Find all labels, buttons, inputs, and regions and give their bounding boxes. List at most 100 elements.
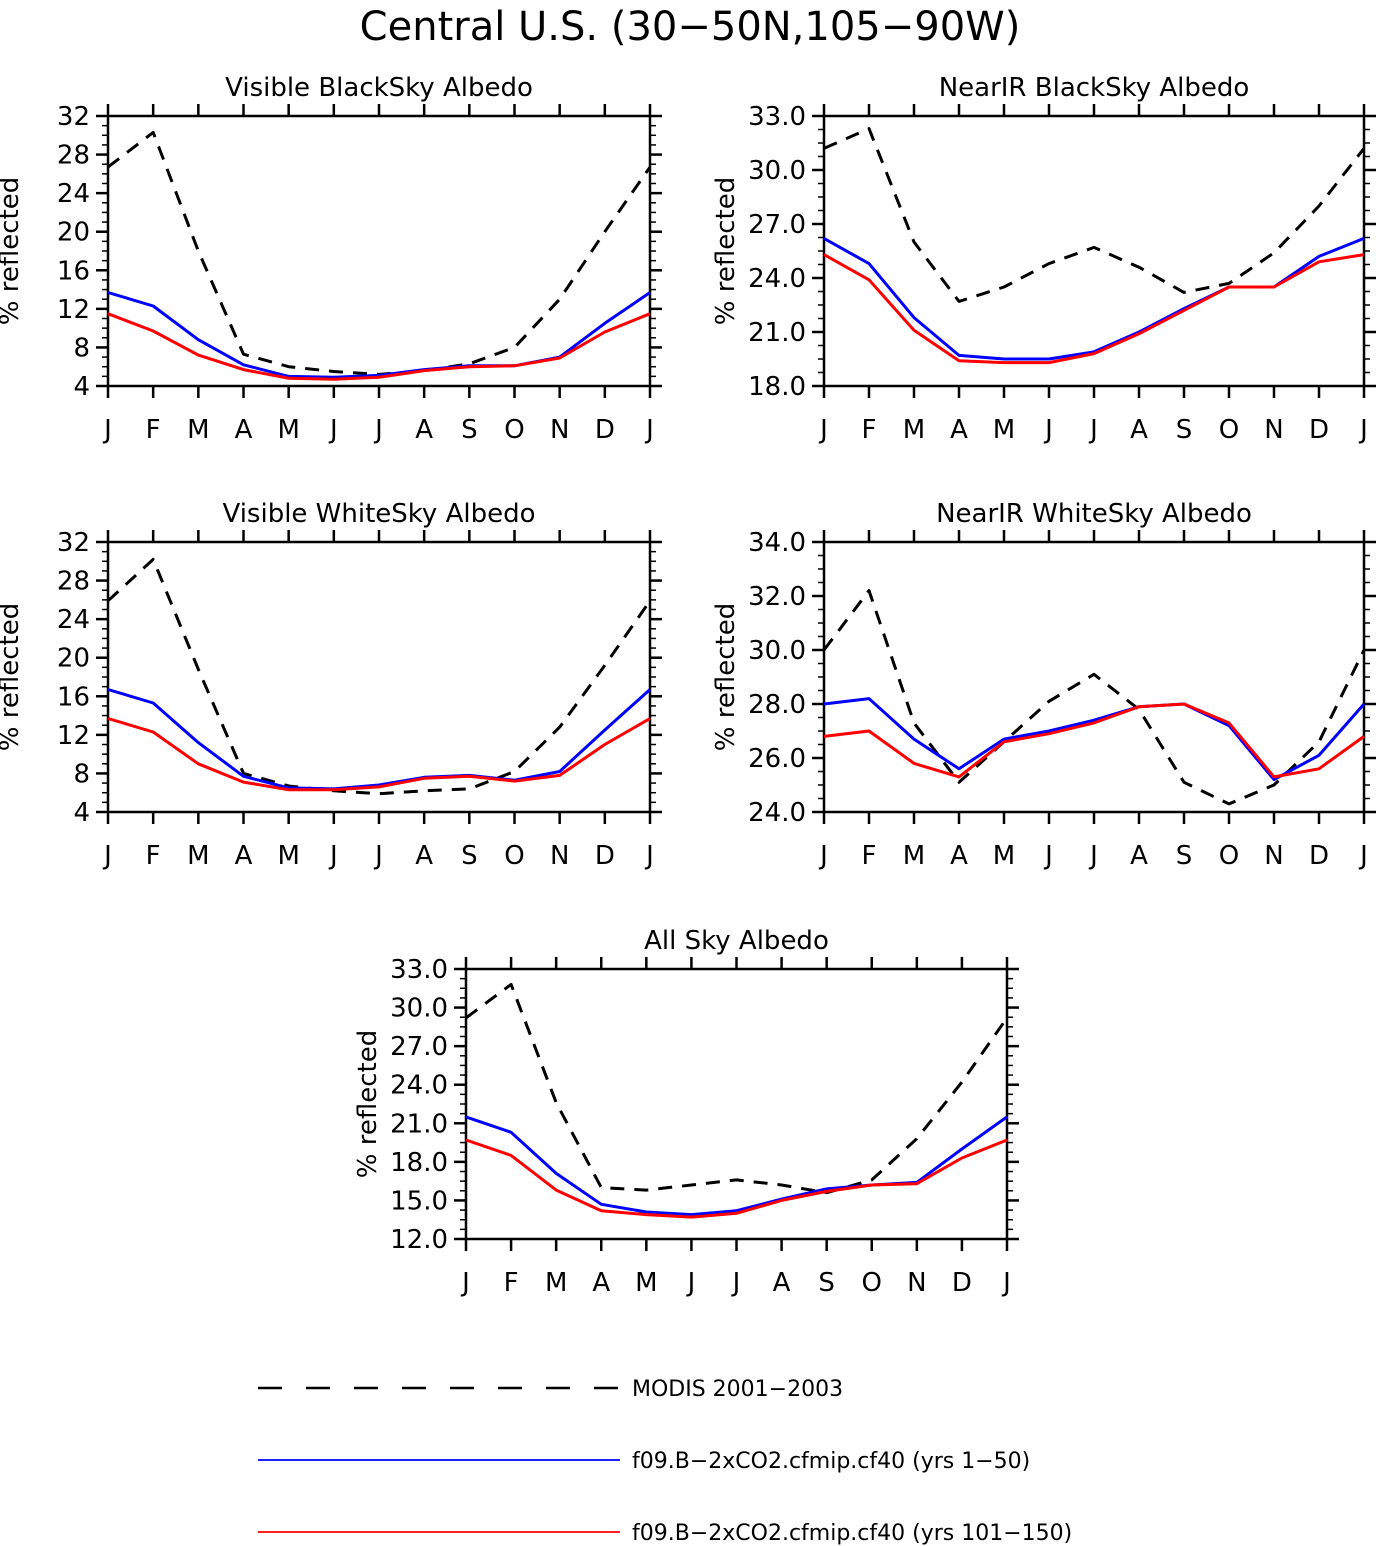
plot-frame [822,114,1366,388]
x-tick-label: M [993,841,1015,871]
y-tick-label: 12 [57,295,90,325]
x-tick-label: O [504,415,524,445]
x-tick-label: D [595,415,615,445]
series-line-run1 [823,697,1366,782]
series-line-run2 [465,1138,1008,1219]
y-tick-label: 28.0 [748,690,806,720]
x-tick-label: O [1219,415,1239,445]
series-line-run1 [107,291,651,379]
x-tick-label: J [644,415,654,445]
series-line-modis [465,982,1009,1195]
x-tick-label: A [235,415,253,445]
x-tick-label: J [373,415,383,445]
y-axis-label: % reflected [711,603,741,751]
y-tick-label: 16 [57,682,90,712]
x-tick-label: A [235,841,253,871]
y-tick-label: 24.0 [390,1071,448,1101]
x-tick-label: J [1043,415,1053,445]
series-line-run1 [823,237,1365,361]
x-tick-label: A [1130,841,1148,871]
x-tick-label: M [635,1268,657,1298]
x-tick-label: M [903,415,925,445]
x-tick-label: M [903,841,925,871]
panel-title: NearIR BlackSky Albedo [939,73,1250,103]
y-tick-label: 15.0 [390,1186,448,1216]
series-line-modis [106,557,652,796]
x-tick-label: S [461,415,478,445]
panel-title: Visible BlackSky Albedo [225,73,533,103]
x-tick-label: N [550,415,569,445]
x-tick-label: O [504,841,524,871]
legend-item-2: f09.B−2xCO2.cfmip.cf40 (yrs 1−50) [258,1449,1030,1474]
x-tick-label: A [592,1268,610,1298]
plot-frame [822,540,1366,814]
x-tick-label: A [950,415,968,445]
y-tick-label: 18.0 [390,1148,448,1178]
y-tick-label: 21.0 [748,318,806,348]
y-tick-label: 21.0 [390,1109,448,1139]
series-line-run2 [823,702,1365,779]
series-line-run2 [823,253,1365,365]
x-tick-label: J [818,415,828,445]
y-tick-label: 34.0 [748,528,806,558]
x-tick-label: J [686,1268,696,1298]
x-tick-label: J [102,841,112,871]
y-axis-label: % reflected [353,1030,383,1178]
x-tick-label: A [415,415,433,445]
panel-title: Visible WhiteSky Albedo [222,499,535,529]
legend: MODIS 2001−2003 f09.B−2xCO2.cfmip.cf40 (y… [258,1377,1072,1546]
series-line-run2 [107,717,651,792]
y-tick-label: 32.0 [748,582,806,612]
series-line-modis [823,127,1366,303]
y-tick-label: 4 [73,372,90,402]
y-axis-label: % reflected [711,177,741,325]
series-line-modis [107,130,652,376]
y-tick-label: 12.0 [390,1225,448,1255]
y-tick-label: 27.0 [748,210,806,240]
x-tick-label: M [545,1268,567,1298]
y-tick-label: 30.0 [748,156,806,186]
x-tick-label: J [1001,1268,1011,1298]
x-tick-label: F [862,841,877,871]
x-tick-label: A [773,1268,791,1298]
y-tick-label: 24.0 [748,264,806,294]
x-tick-label: A [950,841,968,871]
series-line-run2 [107,312,651,381]
y-tick-label: 33.0 [748,102,806,132]
x-tick-label: J [1043,841,1053,871]
x-tick-label: N [1264,841,1283,871]
panel-title: NearIR WhiteSky Albedo [936,499,1252,529]
x-tick-label: D [595,841,615,871]
y-axis-label: % reflected [0,603,25,751]
x-tick-label: M [993,415,1015,445]
y-tick-label: 16 [57,256,90,286]
y-tick-label: 24.0 [748,798,806,828]
x-tick-label: S [1176,841,1193,871]
x-tick-label: A [415,841,433,871]
y-tick-label: 18.0 [748,372,806,402]
x-tick-label: A [1130,415,1148,445]
x-tick-label: M [277,841,299,871]
x-tick-label: J [818,841,828,871]
y-tick-label: 8 [73,759,90,789]
y-tick-label: 32 [57,528,90,558]
y-tick-label: 30.0 [748,636,806,666]
x-tick-label: S [461,841,478,871]
y-tick-label: 28 [57,141,90,171]
series-line-run1 [465,1115,1008,1217]
x-tick-label: J [731,1268,741,1298]
x-tick-label: F [504,1268,519,1298]
x-tick-label: O [1219,841,1239,871]
x-tick-label: J [328,415,338,445]
x-tick-label: M [277,415,299,445]
x-tick-label: J [1088,415,1098,445]
x-tick-label: N [907,1268,926,1298]
x-tick-label: J [1358,841,1368,871]
x-tick-label: J [644,841,654,871]
y-tick-label: 28 [57,567,90,597]
